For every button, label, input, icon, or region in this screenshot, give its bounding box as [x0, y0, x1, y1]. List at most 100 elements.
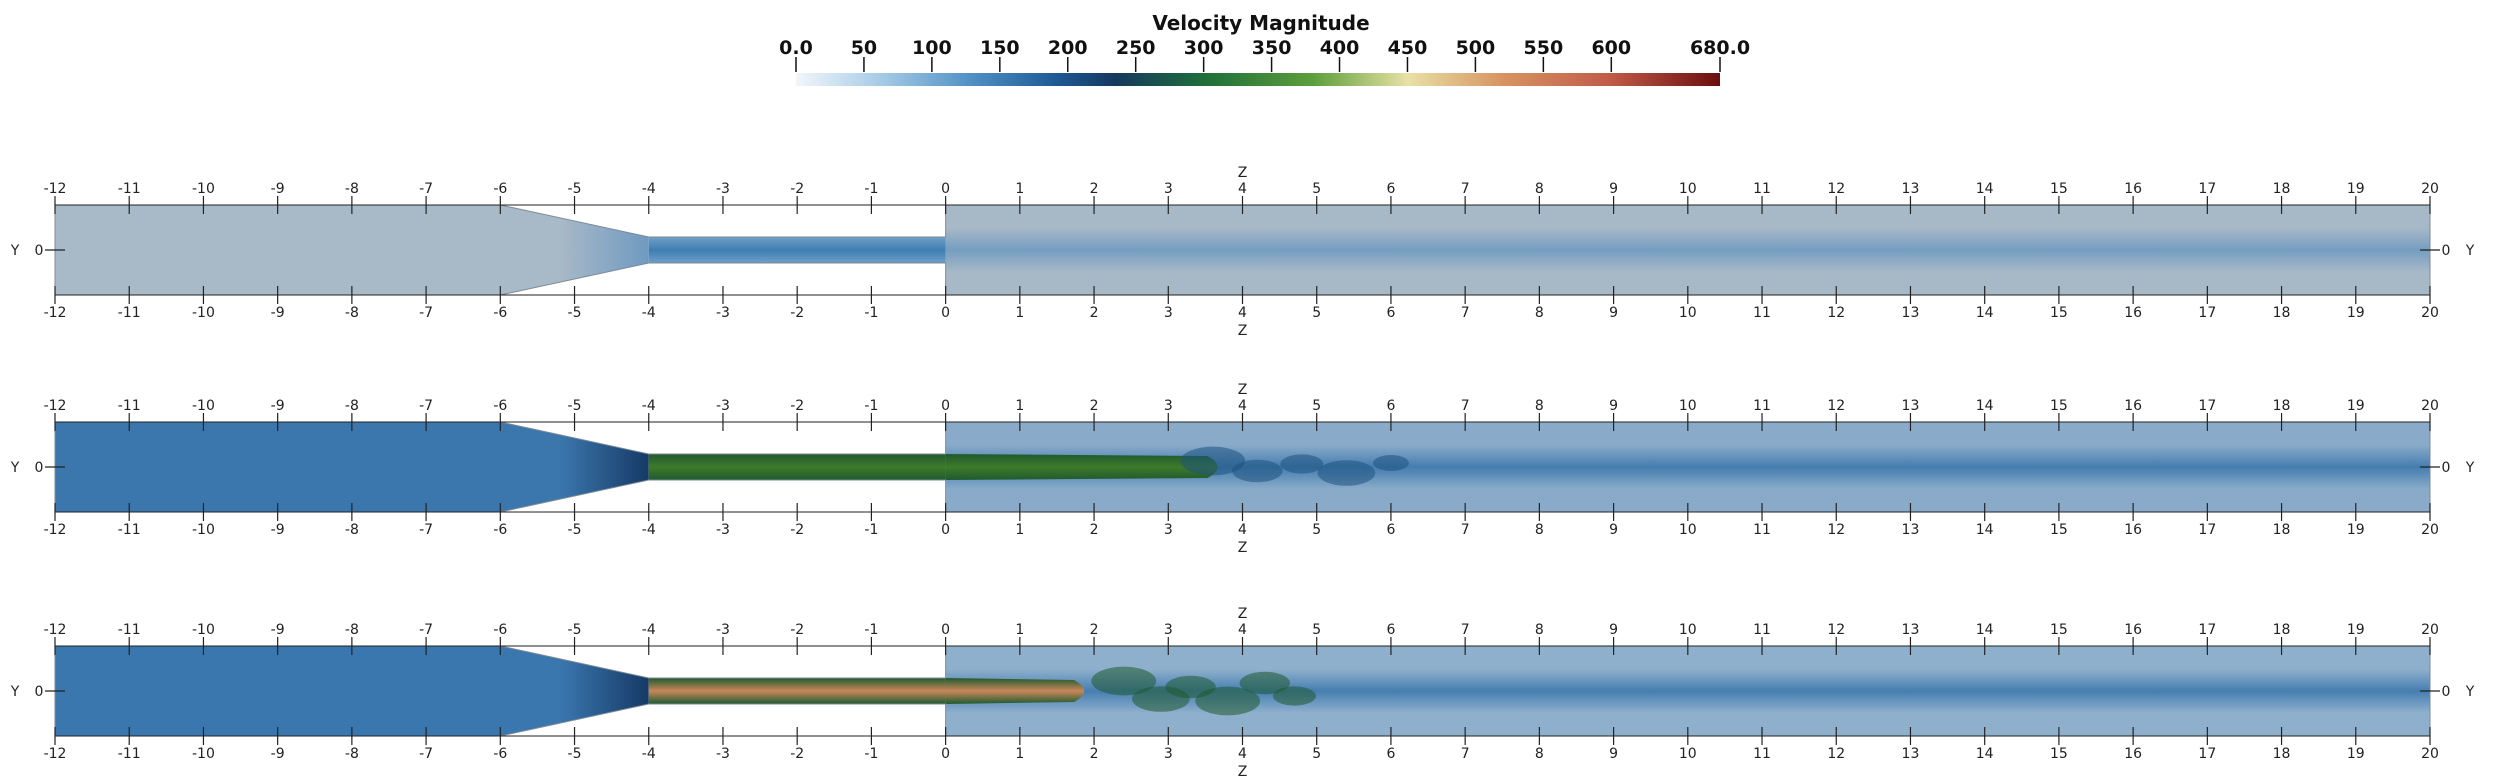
z-tick-label: -3 [716, 622, 730, 638]
y-axis-label: Y [10, 460, 20, 476]
z-tick-label: 18 [2273, 398, 2291, 414]
z-tick-label: 14 [1976, 398, 1994, 414]
colorbar: Velocity Magnitude 0.0 50 100 150 200 250 300 3… [779, 11, 1750, 86]
z-tick-label: -5 [568, 305, 582, 321]
panel-2: -12 -11 -10 -9 -8 -7 -6 -5 -4 -3 -2 -1 0 1 2 3 4 5 6 7 8 9 10 1… [10, 382, 2475, 556]
z-tick-label: 19 [2347, 181, 2365, 197]
y-axis-label: Y [10, 243, 20, 259]
z-tick-label: 2 [1090, 181, 1099, 197]
z-tick-label: 16 [2124, 305, 2142, 321]
z-tick-label: 8 [1535, 305, 1544, 321]
z-tick-label: 7 [1461, 622, 1470, 638]
y-tick-label: 0 [2442, 684, 2451, 700]
z-tick-label: -11 [118, 305, 141, 321]
z-tick-label: 8 [1535, 398, 1544, 414]
z-axis-label: Z [1238, 540, 1248, 556]
z-tick-label: 2 [1090, 622, 1099, 638]
z-tick-label: -5 [568, 398, 582, 414]
z-tick-label: -12 [44, 522, 67, 538]
z-tick-label: 19 [2347, 522, 2365, 538]
z-tick-label: 9 [1609, 622, 1618, 638]
throat-jet [648, 678, 946, 704]
colorbar-tick-label: 350 [1252, 37, 1292, 59]
z-tick-label: 10 [1679, 305, 1697, 321]
z-tick-label: 4 [1238, 622, 1247, 638]
z-tick-label: 12 [1827, 181, 1845, 197]
z-tick-label: 18 [2273, 305, 2291, 321]
z-tick-label: 13 [1902, 522, 1920, 538]
z-tick-label: 10 [1679, 398, 1697, 414]
z-tick-label: -6 [493, 522, 507, 538]
z-tick-label: -12 [44, 181, 67, 197]
z-tick-label: 4 [1238, 305, 1247, 321]
z-tick-label: 13 [1902, 305, 1920, 321]
z-tick-label: 20 [2421, 305, 2439, 321]
y-axis-label: Y [2465, 460, 2475, 476]
z-tick-label: -11 [118, 522, 141, 538]
y-tick-label: 0 [35, 243, 44, 259]
z-tick-label: 11 [1753, 622, 1771, 638]
z-tick-label: 16 [2124, 522, 2142, 538]
z-tick-label: -9 [271, 181, 285, 197]
z-tick-label: -9 [271, 522, 285, 538]
z-tick-label: 14 [1976, 746, 1994, 762]
turbulence-patch [1372, 455, 1409, 471]
z-tick-label: -1 [864, 398, 878, 414]
z-tick-label: 5 [1312, 181, 1321, 197]
z-tick-label: -3 [716, 746, 730, 762]
z-tick-label: -9 [271, 746, 285, 762]
z-tick-label: 1 [1015, 305, 1024, 321]
y-axis-label: Y [2465, 684, 2475, 700]
colorbar-tick-label: 100 [912, 37, 952, 59]
z-tick-label: 13 [1902, 181, 1920, 197]
throat-jet [648, 454, 946, 480]
z-tick-label: -12 [44, 305, 67, 321]
z-tick-label: -4 [642, 305, 656, 321]
jet-plume [945, 678, 1085, 704]
z-tick-label: 10 [1679, 522, 1697, 538]
y-tick-label: 0 [2442, 460, 2451, 476]
z-tick-label: 12 [1827, 622, 1845, 638]
z-tick-label: -4 [642, 522, 656, 538]
inlet-region [55, 205, 649, 295]
z-tick-label: 15 [2050, 622, 2068, 638]
colorbar-tick-label: 400 [1320, 37, 1360, 59]
z-tick-label: -7 [419, 305, 433, 321]
z-tick-label: 4 [1238, 522, 1247, 538]
turbulence-patch [1180, 446, 1246, 476]
throat-jet [648, 237, 946, 263]
z-tick-label: 2 [1090, 746, 1099, 762]
z-tick-label: -2 [790, 181, 804, 197]
z-tick-label: 15 [2050, 305, 2068, 321]
z-tick-label: -8 [345, 305, 359, 321]
z-tick-label: -12 [44, 746, 67, 762]
z-tick-label: 0 [941, 622, 950, 638]
z-tick-label: 10 [1679, 622, 1697, 638]
panels: -12 -11 -10 -9 -8 -7 -6 -5 -4 -3 -2 -1 0 1 2 3 4 5 6 7 8 9 10 1… [10, 165, 2475, 780]
z-tick-label: 11 [1753, 305, 1771, 321]
z-tick-label: 16 [2124, 622, 2142, 638]
z-tick-label: 19 [2347, 622, 2365, 638]
colorbar-tick-label: 550 [1524, 37, 1564, 59]
z-tick-label: 19 [2347, 305, 2365, 321]
turbulence-patch [1091, 666, 1157, 696]
z-tick-label: 6 [1386, 746, 1395, 762]
z-tick-label: 1 [1015, 746, 1024, 762]
z-tick-label: 17 [2198, 181, 2216, 197]
z-tick-label: 0 [941, 305, 950, 321]
z-tick-label: -2 [790, 398, 804, 414]
z-tick-label: -5 [568, 522, 582, 538]
z-tick-label: 17 [2198, 305, 2216, 321]
z-tick-label: 13 [1902, 398, 1920, 414]
z-tick-label: -1 [864, 622, 878, 638]
z-tick-label: 10 [1679, 181, 1697, 197]
inlet-region [55, 422, 649, 512]
z-tick-label: -9 [271, 622, 285, 638]
z-tick-label: -10 [192, 522, 215, 538]
colorbar-tick-label: 200 [1048, 37, 1088, 59]
z-tick-label: 17 [2198, 522, 2216, 538]
z-tick-label: -7 [419, 746, 433, 762]
colorbar-tick-label: 150 [980, 37, 1020, 59]
z-tick-label: 12 [1827, 305, 1845, 321]
